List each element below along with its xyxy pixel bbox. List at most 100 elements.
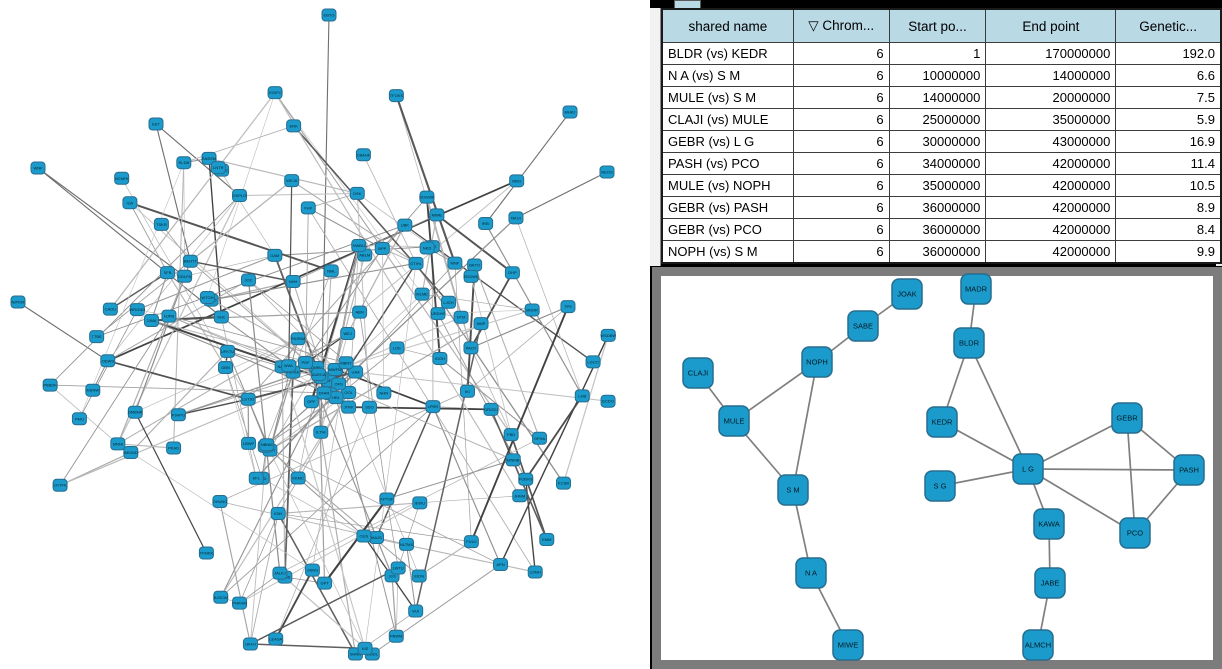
network-edge[interactable] bbox=[248, 279, 336, 370]
network-edge[interactable] bbox=[525, 395, 584, 480]
network-edge[interactable] bbox=[362, 154, 417, 264]
network-edge[interactable] bbox=[266, 444, 366, 649]
network-node[interactable]: HWBU bbox=[351, 239, 367, 253]
network-edge[interactable] bbox=[395, 95, 456, 264]
network-node[interactable]: ODGWK bbox=[419, 190, 435, 204]
table-cell[interactable]: 10000000 bbox=[888, 64, 987, 87]
network-node[interactable]: WNF bbox=[30, 161, 46, 175]
network-edge[interactable] bbox=[308, 207, 383, 249]
network-node[interactable]: MULE bbox=[718, 405, 750, 437]
network-edge[interactable] bbox=[129, 202, 168, 273]
table-cell[interactable]: 42000000 bbox=[985, 240, 1117, 264]
network-node[interactable]: CADU bbox=[102, 302, 118, 316]
network-edge[interactable] bbox=[515, 171, 608, 219]
network-edge[interactable] bbox=[305, 207, 309, 363]
network-node[interactable]: GKPLO bbox=[232, 189, 248, 203]
network-edge[interactable] bbox=[1027, 417, 1128, 470]
column-header-4[interactable]: Genetic... bbox=[1115, 8, 1222, 43]
table-cell[interactable]: 170000000 bbox=[985, 42, 1117, 65]
network-edge[interactable] bbox=[515, 217, 583, 397]
network-node[interactable]: BEHTT bbox=[182, 254, 198, 268]
network-edge[interactable] bbox=[220, 316, 257, 479]
network-node[interactable]: MHKJ bbox=[562, 105, 578, 119]
network-edge[interactable] bbox=[334, 245, 360, 370]
table-cell[interactable]: NOPH (vs) S M bbox=[661, 240, 794, 264]
network-edge[interactable] bbox=[166, 272, 227, 368]
network-node[interactable]: EET bbox=[148, 117, 164, 131]
network-node[interactable]: ORGSJ bbox=[483, 402, 499, 416]
network-node[interactable]: SSO bbox=[361, 400, 377, 414]
table-cell[interactable]: 6 bbox=[792, 64, 890, 87]
table-tab-fragment[interactable] bbox=[674, 0, 701, 9]
network-edge[interactable] bbox=[386, 459, 514, 500]
network-edge[interactable] bbox=[247, 371, 356, 401]
network-node[interactable]: MSNW bbox=[85, 383, 101, 397]
network-node[interactable]: WSDBW bbox=[600, 328, 616, 342]
network-edge[interactable] bbox=[968, 342, 1029, 470]
table-cell[interactable]: GEBR (vs) PCO bbox=[661, 218, 794, 241]
network-edge[interactable] bbox=[129, 202, 330, 382]
network-edge[interactable] bbox=[396, 95, 462, 318]
network-node[interactable]: GEBR bbox=[1111, 402, 1143, 434]
network-node[interactable]: KKMC bbox=[290, 471, 306, 485]
network-edge[interactable] bbox=[250, 513, 279, 645]
network-edge[interactable] bbox=[293, 125, 450, 303]
network-node[interactable]: SHC bbox=[213, 310, 229, 324]
network-edge[interactable] bbox=[173, 162, 185, 449]
network-node[interactable]: PBBDK bbox=[42, 378, 58, 392]
table-cell[interactable]: 11.4 bbox=[1115, 152, 1222, 175]
network-edge[interactable] bbox=[151, 320, 330, 395]
network-node[interactable]: ODLFN bbox=[177, 269, 193, 283]
network-node[interactable]: GAM bbox=[267, 248, 283, 262]
network-node[interactable]: NKUI bbox=[508, 211, 524, 225]
table-row[interactable]: MULE (vs) NOPH 6 35000000 42000000 10.5 bbox=[661, 174, 1222, 197]
network-node[interactable]: WRGNO bbox=[129, 303, 145, 317]
table-cell[interactable]: 42000000 bbox=[985, 152, 1117, 175]
network-edge[interactable] bbox=[397, 502, 421, 569]
network-node[interactable]: MNF bbox=[447, 256, 463, 270]
network-node[interactable]: BNOR bbox=[524, 303, 540, 317]
network-node[interactable]: NOPH bbox=[801, 346, 833, 378]
network-node[interactable]: L G bbox=[1012, 453, 1044, 485]
network-node[interactable]: ODWS bbox=[100, 354, 116, 368]
network-node[interactable]: TPS bbox=[560, 300, 576, 314]
network-edge[interactable] bbox=[137, 254, 276, 311]
network-node[interactable]: SABE bbox=[847, 310, 879, 342]
network-node[interactable]: LPRR bbox=[425, 400, 441, 414]
network-node[interactable]: WTOH bbox=[199, 291, 215, 305]
network-edge[interactable] bbox=[155, 123, 191, 262]
network-edge[interactable] bbox=[307, 207, 536, 573]
network-node[interactable]: JOC bbox=[240, 273, 256, 287]
network-node[interactable]: UJMH bbox=[527, 565, 543, 579]
network-edge[interactable] bbox=[355, 371, 609, 402]
network-edge[interactable] bbox=[150, 272, 168, 321]
network-node[interactable]: CBAHF bbox=[355, 148, 371, 162]
table-cell[interactable]: 42000000 bbox=[985, 174, 1117, 197]
network-node[interactable]: PASH bbox=[1173, 454, 1205, 486]
network-edge[interactable] bbox=[279, 437, 540, 574]
network-edge[interactable] bbox=[217, 92, 276, 168]
network-edge[interactable] bbox=[375, 406, 434, 538]
network-edge[interactable] bbox=[130, 350, 229, 453]
network-node[interactable]: N A bbox=[795, 557, 827, 589]
network-node[interactable]: KCSB bbox=[556, 476, 572, 490]
network-edge[interactable] bbox=[467, 306, 569, 392]
network-node[interactable]: JALKJ bbox=[272, 566, 288, 580]
network-node[interactable]: KEDR bbox=[926, 406, 958, 438]
table-cell[interactable]: 6 bbox=[792, 196, 890, 219]
network-node[interactable]: FUUJ bbox=[463, 535, 479, 549]
network-edge[interactable] bbox=[1126, 417, 1136, 534]
table-cell[interactable]: 7.5 bbox=[1115, 86, 1222, 109]
network-edge[interactable] bbox=[415, 262, 565, 484]
network-node[interactable]: EIDN bbox=[411, 569, 427, 583]
network-edge[interactable] bbox=[250, 567, 399, 645]
table-cell[interactable]: 10.5 bbox=[1115, 174, 1222, 197]
network-edge[interactable] bbox=[328, 380, 514, 461]
network-node[interactable]: GBN bbox=[218, 360, 234, 374]
network-edge[interactable] bbox=[134, 411, 207, 554]
network-node[interactable]: NBNM bbox=[259, 438, 275, 452]
table-cell[interactable]: 6 bbox=[792, 130, 890, 153]
network-edge[interactable] bbox=[283, 372, 294, 578]
network-edge[interactable] bbox=[363, 535, 536, 573]
network-edge[interactable] bbox=[279, 572, 366, 649]
